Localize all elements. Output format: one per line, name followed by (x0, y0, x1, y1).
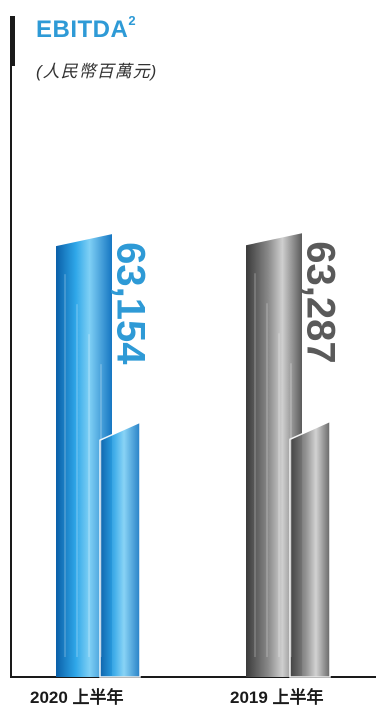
bar-highlight-2019-2 (278, 333, 280, 657)
bar-2020 (56, 234, 112, 678)
bar-highlight-2020-2 (88, 334, 90, 657)
bar-highlight-2019-1 (266, 303, 268, 657)
bar-2019 (246, 233, 302, 678)
bar-highlight-2020-3 (100, 364, 102, 657)
chart-title: EBITDA2 (36, 13, 137, 44)
bar-highlight-2019-0 (254, 273, 256, 657)
value-label-2020: 63,154 (108, 242, 152, 365)
chart-unit: (人民幣百萬元) (36, 62, 158, 81)
title-accent-bar (10, 16, 15, 66)
category-label-2019: 2019 上半年 (230, 688, 324, 707)
category-label-2020: 2020 上半年 (30, 688, 124, 707)
bar-highlight-2019-3 (290, 363, 292, 657)
title-superscript: 2 (128, 13, 137, 28)
bar-shard-2020 (99, 421, 141, 678)
bar-highlight-2020-1 (76, 304, 78, 657)
bar-highlight-2020-0 (64, 274, 66, 657)
title-text: EBITDA (36, 16, 129, 43)
value-label-2019: 63,287 (298, 241, 342, 363)
bar-shard-2019 (289, 420, 331, 678)
